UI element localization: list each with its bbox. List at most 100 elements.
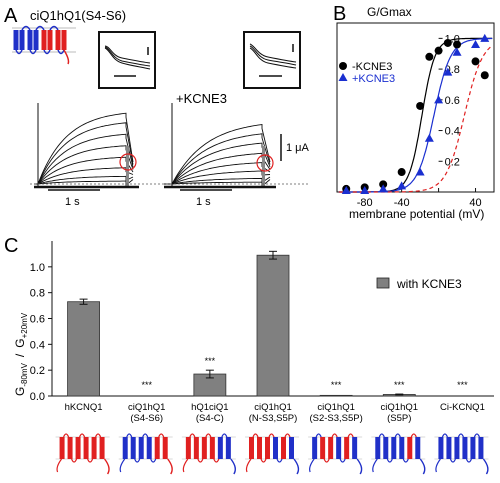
data-point-control [425,52,434,61]
helix-loop [465,458,472,463]
current-traces-control [34,103,139,189]
legend-marker-control [339,62,347,70]
helix-segment [454,437,460,459]
current-trace [34,145,134,185]
data-point-kcne3 [443,67,453,76]
helix-loop [394,433,401,438]
fit-curve-reference [338,45,493,193]
y-tick-label: 0.4 [445,126,460,138]
helix-loop [189,433,196,438]
helix-segment [67,437,73,459]
helix-loop [126,433,133,438]
n-terminus-tail [56,458,63,473]
helix-segment [407,437,413,459]
helix-segment [438,437,444,459]
helix-segment [375,437,381,459]
helix-segment [352,437,358,459]
data-point-kcne3 [424,133,434,142]
tail-artifact [126,146,129,186]
panel-b-legend: -KCNE3 +KCNE3 [338,61,395,85]
helix-segment [462,437,468,459]
helix-segment [273,437,278,459]
helix-segment [257,437,262,459]
data-point-kcne3 [471,40,481,49]
helix-loop [205,433,212,438]
y-tick-label: 0.2 [30,365,45,377]
n-terminus-tail [182,458,189,473]
current-trace [34,122,134,185]
helix-segment [217,437,223,459]
helix-loop [347,433,354,438]
y-tick-label: 0.6 [445,95,460,107]
data-point-control [471,57,480,66]
construct-topology-icon [245,433,300,475]
y-tick-label: 0.2 [445,156,460,168]
significance-label: *** [394,380,405,390]
current-scale-label: 1 μA [286,142,310,154]
current-trace [164,123,271,185]
data-point-control [397,168,406,177]
category-label: (N-S3,S5P) [249,413,298,424]
time-scale-label-left: 1 s [65,196,80,208]
legend-swatch-kcne3 [376,277,390,289]
helix-segment [249,437,254,459]
panel-b: B G/Gmax -80 -40 400.20.40.60.81.0 -KCNE3 … [333,3,495,221]
data-point-kcne3 [434,95,444,104]
helix-loop [402,458,409,463]
helix-segment [312,437,318,459]
c-terminus-tail [104,458,110,475]
c-terminus-tail [356,458,363,475]
category-label: (S4-S6) [130,413,163,424]
panel-c-legend: with KCNE3 [376,277,462,291]
tail-current-inset-left [98,31,156,89]
current-trace [164,152,271,185]
y-tick-label: 0.0 [30,391,45,403]
current-trace [34,167,134,185]
current-trace [34,112,134,185]
data-point-kcne3 [378,184,388,193]
construct-topology-icon [434,433,489,475]
construct-topology-icon [371,433,426,475]
legend-label-with-kcne3: with KCNE3 [396,277,462,291]
panel-b-ylabel: G/Gmax [367,5,412,19]
helix-segment [122,437,128,459]
tail-marker-left [119,153,137,171]
helix-segment [328,437,334,459]
data-point-kcne3 [415,167,425,176]
helix-segment [91,437,97,459]
panel-b-letter: B [333,3,346,25]
current-trace [164,176,271,185]
ylabel-g1: G [13,387,27,396]
data-point-control [416,101,425,110]
current-trace [34,179,134,187]
category-label: (S2-S3,S5P) [309,413,362,424]
data-point-kcne3 [452,47,462,56]
legend-label-kcne3: +KCNE3 [352,73,395,85]
helix-loop [276,458,283,463]
y-tick-label: 0.8 [30,288,45,300]
helix-segment [201,437,207,459]
helix-loop [134,458,141,463]
panel-b-plot-frame [336,22,495,193]
current-trace [164,133,271,185]
construct-label: ciQ1hQ1(S4-S6) [30,8,126,23]
helix-segment [146,437,152,459]
panel-b-xlabel: membrane potential (mV) [349,207,484,221]
ylabel-g2: G [13,338,27,347]
helix-segment [162,437,168,459]
n-terminus-tail [119,458,126,473]
y-tick-label: 0.6 [30,314,45,326]
helix-loop [449,458,456,463]
helix-segment [209,437,215,459]
helix-loop [252,433,259,438]
helix-segment [225,437,231,459]
panel-c-category-labels: hKCNQ1 ciQ1hQ1(S4-S6)hQ1ciQ1(S4-C)ciQ1hQ1… [65,402,485,424]
helix-segment [344,437,350,459]
helix-loop [63,433,70,438]
helix-loop [268,433,275,438]
significance-label: *** [331,380,342,390]
helix-segment [399,437,405,459]
bar [256,254,290,397]
c-terminus-tail [167,458,173,475]
